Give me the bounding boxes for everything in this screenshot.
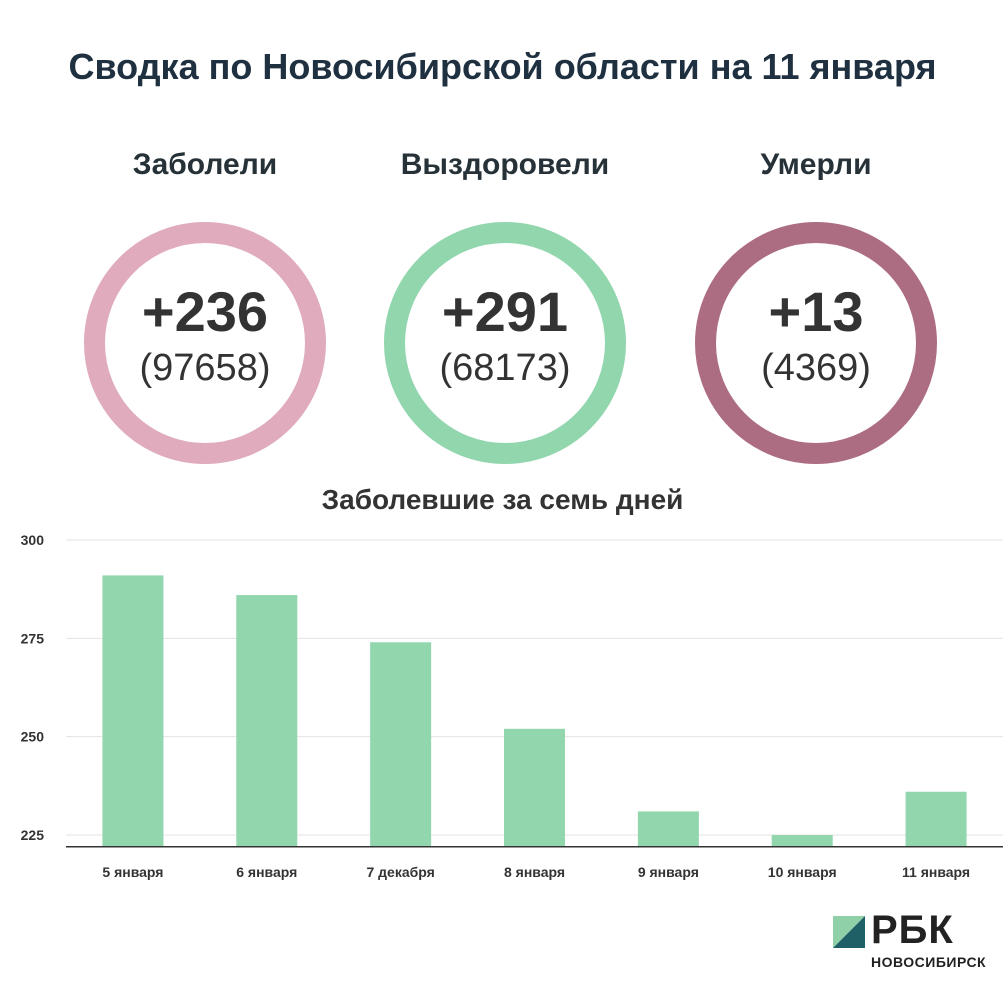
rbc-logo: РБК НОВОСИБИРСК bbox=[833, 908, 998, 972]
x-tick-label: 6 января bbox=[236, 864, 297, 880]
bar bbox=[771, 835, 833, 847]
x-tick-label: 9 января bbox=[638, 864, 699, 880]
stat-label: Заболели bbox=[132, 148, 278, 181]
stat-delta: +291 bbox=[441, 280, 569, 343]
stat-delta: +13 bbox=[768, 280, 864, 343]
stat-ring: +13 (4369) bbox=[695, 222, 937, 464]
stat-recovered: Выздоровели +291 (68173) bbox=[355, 148, 655, 464]
stat-label: Выздоровели bbox=[400, 148, 610, 181]
stat-infected: Заболели +236 (97658) bbox=[55, 148, 355, 464]
bar bbox=[102, 575, 164, 847]
bar bbox=[236, 595, 298, 847]
logo-subtitle: НОВОСИБИРСК bbox=[871, 954, 987, 970]
bar-chart: 225 250 275 300 5 января 6 января 7 декабря 8 я… bbox=[21, 532, 1003, 880]
stat-label: Умерли bbox=[760, 148, 872, 181]
stat-deaths: Умерли +13 (4369) bbox=[666, 148, 966, 464]
stat-total: (68173) bbox=[439, 347, 571, 389]
y-tick-label: 300 bbox=[21, 532, 45, 548]
bar bbox=[905, 791, 967, 847]
y-tick-label: 275 bbox=[21, 630, 45, 646]
stat-delta: +236 bbox=[141, 280, 269, 343]
bar bbox=[370, 642, 432, 847]
stat-ring: +291 (68173) bbox=[384, 222, 626, 464]
x-tick-label: 7 декабря bbox=[366, 864, 434, 880]
logo-mark-icon bbox=[833, 916, 865, 948]
stat-ring: +236 (97658) bbox=[84, 222, 326, 464]
y-tick-label: 225 bbox=[21, 827, 45, 843]
bar bbox=[637, 811, 699, 847]
page-title: Сводка по Новосибирской области на 11 ян… bbox=[68, 46, 937, 87]
stat-total: (4369) bbox=[761, 347, 871, 389]
x-tick-label: 5 января bbox=[102, 864, 163, 880]
chart-title: Заболевшие за семь дней bbox=[321, 484, 684, 515]
logo-text: РБК bbox=[871, 908, 954, 952]
bar bbox=[504, 728, 565, 847]
x-tick-label: 11 января bbox=[902, 864, 970, 880]
stat-total: (97658) bbox=[139, 347, 271, 389]
x-tick-label: 8 января bbox=[504, 864, 565, 880]
y-tick-label: 250 bbox=[21, 729, 45, 745]
x-tick-label: 10 января bbox=[768, 864, 837, 880]
